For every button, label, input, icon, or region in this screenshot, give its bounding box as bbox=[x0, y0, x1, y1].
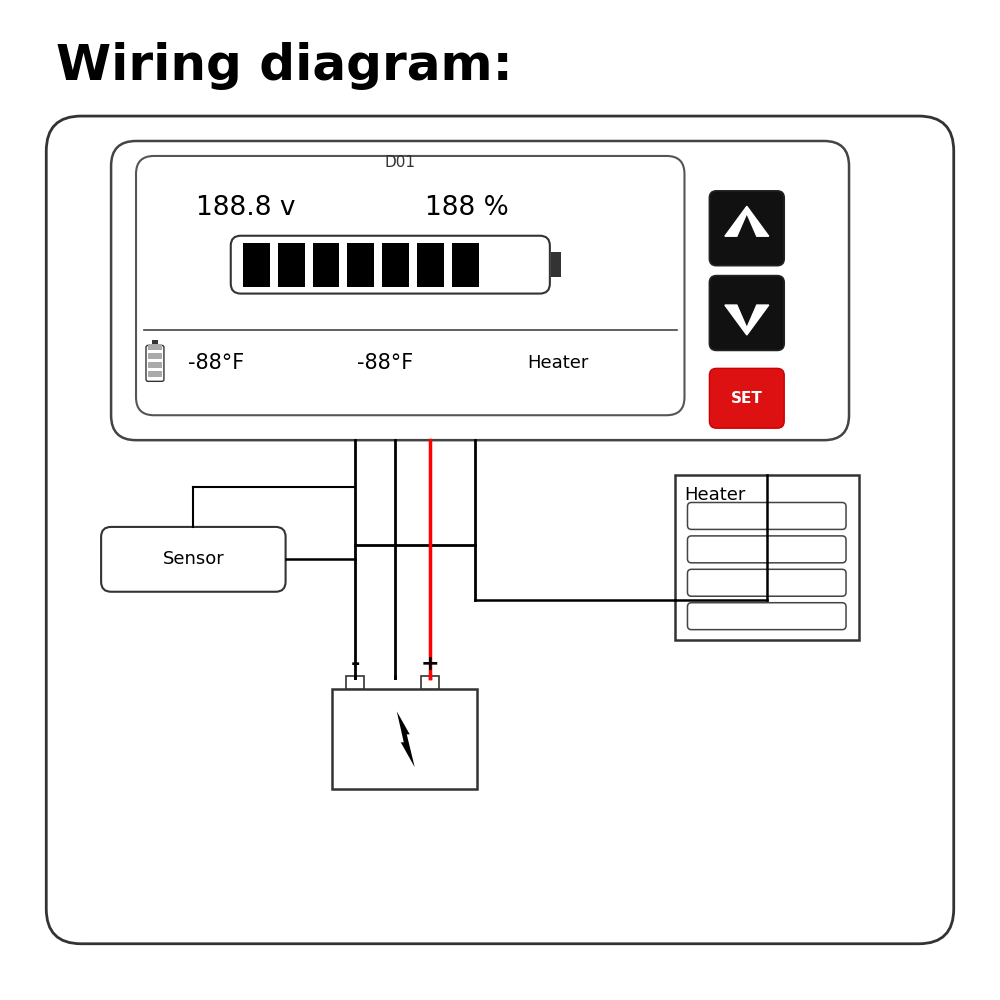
Bar bbox=[148, 344, 162, 350]
Text: -88°F: -88°F bbox=[188, 353, 244, 373]
Bar bbox=[675, 475, 859, 640]
Bar bbox=[452, 243, 479, 287]
Bar bbox=[382, 243, 409, 287]
Text: Sensor: Sensor bbox=[162, 550, 224, 568]
FancyBboxPatch shape bbox=[709, 276, 784, 350]
FancyBboxPatch shape bbox=[231, 236, 550, 294]
Bar bbox=[332, 689, 477, 789]
FancyBboxPatch shape bbox=[709, 191, 784, 266]
FancyBboxPatch shape bbox=[101, 527, 286, 592]
Text: Heater: Heater bbox=[527, 354, 588, 372]
Bar bbox=[417, 243, 444, 287]
FancyBboxPatch shape bbox=[709, 368, 784, 428]
Text: +: + bbox=[421, 654, 440, 674]
Polygon shape bbox=[725, 206, 769, 236]
Bar bbox=[347, 243, 374, 287]
FancyBboxPatch shape bbox=[687, 569, 846, 596]
Text: -88°F: -88°F bbox=[357, 353, 414, 373]
Polygon shape bbox=[725, 305, 769, 335]
FancyBboxPatch shape bbox=[136, 156, 684, 415]
Text: D01: D01 bbox=[385, 155, 416, 170]
Text: 188 %: 188 % bbox=[425, 195, 509, 221]
FancyBboxPatch shape bbox=[146, 345, 164, 381]
Bar bbox=[243, 243, 270, 287]
Polygon shape bbox=[397, 711, 415, 767]
Text: Wiring diagram:: Wiring diagram: bbox=[56, 42, 513, 90]
Text: 188.8 v: 188.8 v bbox=[196, 195, 295, 221]
FancyBboxPatch shape bbox=[111, 141, 849, 440]
FancyBboxPatch shape bbox=[46, 116, 954, 944]
Bar bbox=[148, 371, 162, 377]
Bar bbox=[278, 243, 305, 287]
Bar bbox=[313, 243, 339, 287]
FancyBboxPatch shape bbox=[687, 536, 846, 563]
Text: Heater: Heater bbox=[684, 486, 746, 504]
Bar bbox=[551, 252, 561, 277]
Bar bbox=[148, 353, 162, 359]
Text: -: - bbox=[351, 654, 360, 674]
FancyBboxPatch shape bbox=[687, 603, 846, 630]
Bar bbox=[148, 362, 162, 368]
Bar bbox=[152, 340, 158, 345]
Bar bbox=[421, 676, 439, 689]
Bar bbox=[346, 676, 364, 689]
FancyBboxPatch shape bbox=[687, 502, 846, 529]
Text: SET: SET bbox=[731, 391, 763, 406]
